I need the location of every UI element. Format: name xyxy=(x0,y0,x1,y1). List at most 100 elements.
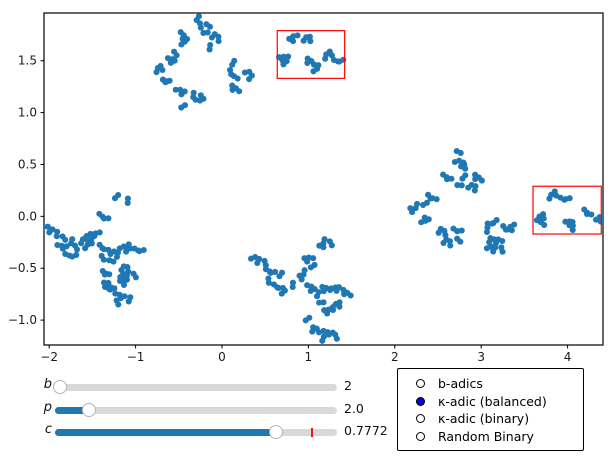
data-point xyxy=(551,188,558,195)
data-point xyxy=(96,241,103,248)
slider-c-init-marker xyxy=(310,428,313,437)
data-point xyxy=(171,57,178,64)
data-point xyxy=(53,233,60,240)
data-point xyxy=(267,269,274,276)
data-point xyxy=(115,301,122,308)
data-point xyxy=(82,245,89,252)
data-point xyxy=(62,236,69,243)
data-point xyxy=(87,230,94,237)
data-point xyxy=(447,242,454,249)
data-point xyxy=(562,196,569,203)
data-point xyxy=(102,283,109,291)
y-tick-label: 0.5 xyxy=(18,157,37,171)
data-point xyxy=(177,29,184,36)
data-point xyxy=(230,73,238,80)
data-point xyxy=(448,175,455,182)
data-point xyxy=(333,287,340,294)
data-point xyxy=(265,279,272,286)
data-point xyxy=(320,327,327,334)
data-point xyxy=(44,223,51,230)
data-point xyxy=(537,219,544,226)
slider-b-handle[interactable] xyxy=(53,380,68,394)
y-tick-label: 1.0 xyxy=(18,106,37,120)
data-point xyxy=(441,227,448,234)
data-point xyxy=(311,261,318,268)
x-tick-label: 0 xyxy=(218,350,226,364)
data-point xyxy=(420,201,427,209)
data-point xyxy=(111,285,118,292)
data-point xyxy=(321,236,328,243)
legend-label: b-adics xyxy=(438,376,483,392)
data-point xyxy=(316,299,323,306)
data-point xyxy=(340,56,347,63)
slider-c-label: c xyxy=(44,422,52,437)
data-point xyxy=(307,287,314,294)
data-point xyxy=(172,86,179,93)
data-point xyxy=(100,256,107,263)
slider-b-value: 2 xyxy=(344,378,352,393)
data-point xyxy=(261,257,268,264)
slider-row-p: p 2.0 xyxy=(0,399,614,422)
x-tick-label: −2 xyxy=(40,350,58,364)
data-point xyxy=(511,221,518,228)
data-point xyxy=(107,250,114,257)
data-point xyxy=(435,229,442,236)
data-point xyxy=(120,281,128,288)
data-point xyxy=(328,242,335,249)
data-point xyxy=(329,306,337,313)
slider-p-track[interactable] xyxy=(55,407,337,414)
data-point xyxy=(157,62,164,70)
legend-item: Random Binary xyxy=(416,428,583,446)
legend-label: κ-adic (balanced) xyxy=(438,393,547,409)
data-point xyxy=(162,79,169,86)
slider-b-track[interactable] xyxy=(55,384,337,391)
data-point xyxy=(231,57,238,64)
data-point xyxy=(409,209,416,216)
data-point xyxy=(484,224,491,231)
data-point xyxy=(236,88,243,95)
x-tick-label: 2 xyxy=(391,350,399,364)
data-point xyxy=(562,218,569,225)
data-point xyxy=(54,241,61,249)
data-point xyxy=(124,195,131,202)
slider-c-handle[interactable] xyxy=(269,425,284,439)
data-point xyxy=(305,254,312,261)
slider-c-track[interactable] xyxy=(55,429,337,436)
data-point xyxy=(106,257,113,264)
y-tick-label: 1.5 xyxy=(18,54,37,68)
slider-p-label: p xyxy=(43,400,52,415)
data-point xyxy=(294,32,301,39)
data-point xyxy=(275,284,282,292)
data-point xyxy=(454,235,461,242)
data-point xyxy=(478,177,485,184)
data-point xyxy=(178,104,185,111)
data-point xyxy=(316,242,323,249)
data-point xyxy=(451,158,458,166)
data-point xyxy=(490,219,497,227)
data-point xyxy=(206,23,214,30)
x-tick-label: 3 xyxy=(477,350,485,364)
data-point xyxy=(200,29,207,37)
slider-p-handle[interactable] xyxy=(81,403,96,417)
data-point xyxy=(347,292,354,299)
data-point xyxy=(181,88,188,95)
data-point xyxy=(190,89,197,96)
filled-circle-icon xyxy=(416,396,425,406)
data-point xyxy=(125,241,132,248)
slider-p-fill xyxy=(55,407,89,414)
data-point xyxy=(296,272,303,279)
data-point xyxy=(173,52,180,59)
data-point xyxy=(446,238,453,245)
data-point xyxy=(207,42,214,49)
data-point xyxy=(583,210,591,218)
data-point xyxy=(289,283,296,291)
data-point xyxy=(454,182,461,189)
data-point xyxy=(440,171,447,178)
data-point xyxy=(105,215,112,222)
data-point xyxy=(123,248,130,255)
y-tick-label: −0.5 xyxy=(8,261,37,275)
data-point xyxy=(278,269,286,276)
data-point xyxy=(458,182,465,189)
data-point xyxy=(283,58,290,65)
data-point xyxy=(457,149,464,157)
